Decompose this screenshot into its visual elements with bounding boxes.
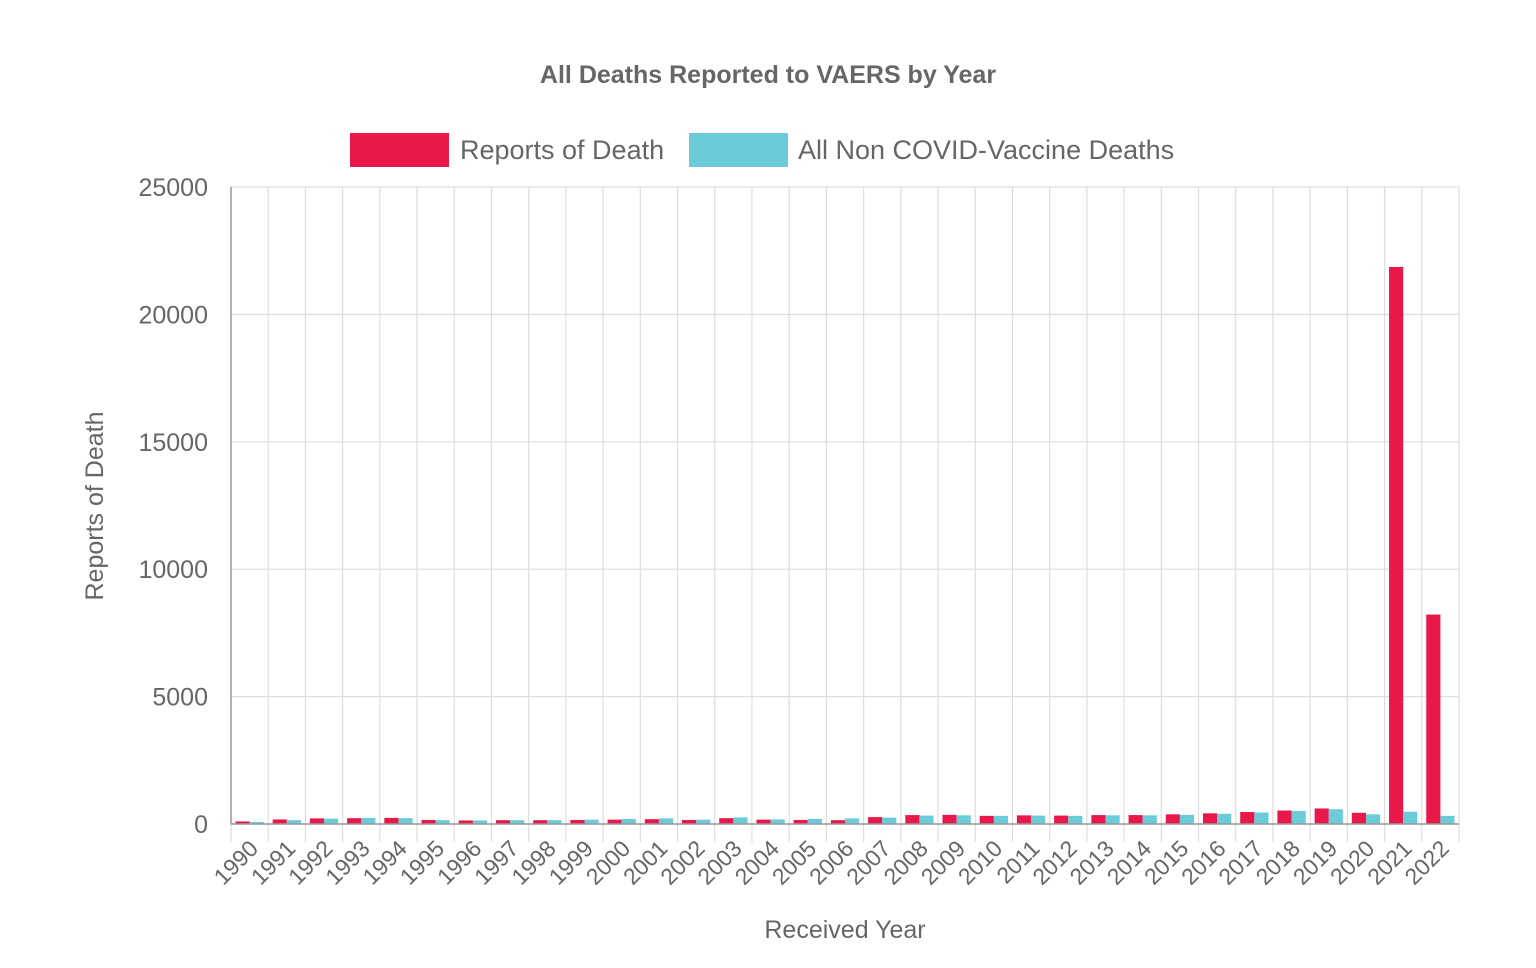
- bar-reports-of-death-2006: [830, 820, 845, 824]
- bar-reports-of-death-2008: [905, 815, 920, 824]
- bar-reports-of-death-2007: [868, 817, 883, 824]
- bar-non-covid-deaths-1990: [249, 821, 264, 824]
- bar-non-covid-deaths-2020: [1365, 814, 1381, 824]
- legend-label: Reports of Death: [460, 135, 664, 165]
- bar-non-covid-deaths-2007: [882, 817, 897, 824]
- bar-non-covid-deaths-2014: [1142, 815, 1157, 824]
- y-tick-label: 10000: [138, 556, 208, 584]
- chart-title: All Deaths Reported to VAERS by Year: [540, 61, 996, 89]
- bar-non-covid-deaths-2004: [770, 819, 785, 824]
- bar-non-covid-deaths-2022: [1440, 815, 1455, 824]
- bar-non-covid-deaths-2012: [1068, 815, 1083, 824]
- bar-reports-of-death-1993: [347, 818, 362, 824]
- bar-non-covid-deaths-2019: [1328, 809, 1343, 824]
- bars: [235, 267, 1455, 824]
- bar-non-covid-deaths-2011: [1031, 815, 1046, 824]
- bar-reports-of-death-2001: [644, 819, 659, 824]
- bar-reports-of-death-1999: [570, 819, 585, 824]
- bar-reports-of-death-2003: [719, 818, 734, 824]
- bar-reports-of-death-2015: [1165, 814, 1180, 824]
- y-tick-label: 25000: [138, 174, 208, 202]
- bar-reports-of-death-2002: [682, 819, 697, 824]
- bar-non-covid-deaths-2016: [1217, 813, 1232, 824]
- bar-non-covid-deaths-2005: [807, 818, 822, 824]
- bar-reports-of-death-1992: [309, 818, 325, 824]
- bar-non-covid-deaths-2017: [1254, 812, 1269, 824]
- legend-swatch: [350, 133, 449, 167]
- axes: [230, 187, 1459, 825]
- bar-reports-of-death-1997: [495, 820, 511, 824]
- bar-reports-of-death-2004: [756, 819, 771, 824]
- bar-reports-of-death-1995: [421, 819, 436, 824]
- bar-reports-of-death-2010: [979, 815, 994, 824]
- bar-reports-of-death-2022: [1426, 614, 1441, 824]
- bar-reports-of-death-2014: [1128, 815, 1143, 824]
- bar-reports-of-death-2016: [1202, 813, 1218, 824]
- bar-reports-of-death-2005: [793, 819, 808, 824]
- bar-non-covid-deaths-2018: [1291, 811, 1306, 824]
- bar-non-covid-deaths-2001: [658, 818, 674, 824]
- bar-non-covid-deaths-2021: [1403, 811, 1418, 824]
- bar-non-covid-deaths-2015: [1179, 814, 1195, 824]
- bar-reports-of-death-2000: [607, 819, 622, 824]
- y-axis-ticks: 0 5000 10000 15000 20000 25000: [138, 174, 208, 839]
- bar-reports-of-death-2012: [1054, 815, 1069, 824]
- bar-reports-of-death-2020: [1351, 812, 1366, 824]
- bar-reports-of-death-1996: [458, 820, 473, 824]
- bar-non-covid-deaths-2008: [919, 815, 934, 824]
- bar-non-covid-deaths-1994: [398, 818, 413, 824]
- bar-reports-of-death-1990: [235, 821, 250, 824]
- legend-swatch: [689, 133, 788, 167]
- bar-non-covid-deaths-2002: [696, 819, 711, 824]
- bar-reports-of-death-1991: [272, 819, 287, 824]
- grid: [230, 186, 1460, 842]
- bar-non-covid-deaths-1997: [510, 820, 525, 824]
- bar-non-covid-deaths-1999: [584, 819, 599, 824]
- bar-non-covid-deaths-1992: [324, 818, 339, 824]
- bar-reports-of-death-1994: [384, 817, 399, 824]
- bar-reports-of-death-2011: [1016, 815, 1032, 824]
- bar-non-covid-deaths-1993: [361, 817, 376, 824]
- y-axis-title: Reports of Death: [81, 412, 109, 601]
- bar-non-covid-deaths-2006: [845, 818, 860, 824]
- bar-non-covid-deaths-1998: [547, 820, 562, 824]
- bar-non-covid-deaths-1995: [435, 820, 450, 824]
- y-tick-label: 15000: [138, 429, 208, 457]
- x-axis-title: Received Year: [764, 916, 925, 944]
- bar-non-covid-deaths-2000: [621, 818, 636, 824]
- y-tick-label: 20000: [138, 301, 208, 329]
- bar-reports-of-death-2021: [1389, 267, 1404, 824]
- legend: Reports of Death All Non COVID-Vaccine De…: [350, 133, 1174, 167]
- y-tick-label: 5000: [152, 684, 208, 712]
- bar-reports-of-death-1998: [533, 820, 548, 824]
- bar-non-covid-deaths-2013: [1105, 815, 1120, 824]
- bar-non-covid-deaths-2003: [733, 817, 748, 824]
- bar-reports-of-death-2017: [1240, 812, 1255, 824]
- bar-non-covid-deaths-2010: [993, 815, 1008, 824]
- bar-reports-of-death-2018: [1277, 810, 1292, 824]
- bar-non-covid-deaths-2009: [956, 815, 971, 824]
- bar-reports-of-death-2009: [942, 814, 957, 824]
- x-axis-ticks: 1990199119921993199419951996199719981999…: [209, 835, 1454, 890]
- y-tick-label: 0: [194, 811, 208, 839]
- bar-reports-of-death-2019: [1314, 808, 1329, 824]
- x-tick-label: 2022: [1399, 835, 1454, 890]
- legend-label: All Non COVID-Vaccine Deaths: [798, 135, 1174, 165]
- bar-reports-of-death-2013: [1091, 815, 1106, 824]
- bar-non-covid-deaths-1996: [472, 820, 488, 824]
- bar-non-covid-deaths-1991: [286, 820, 301, 824]
